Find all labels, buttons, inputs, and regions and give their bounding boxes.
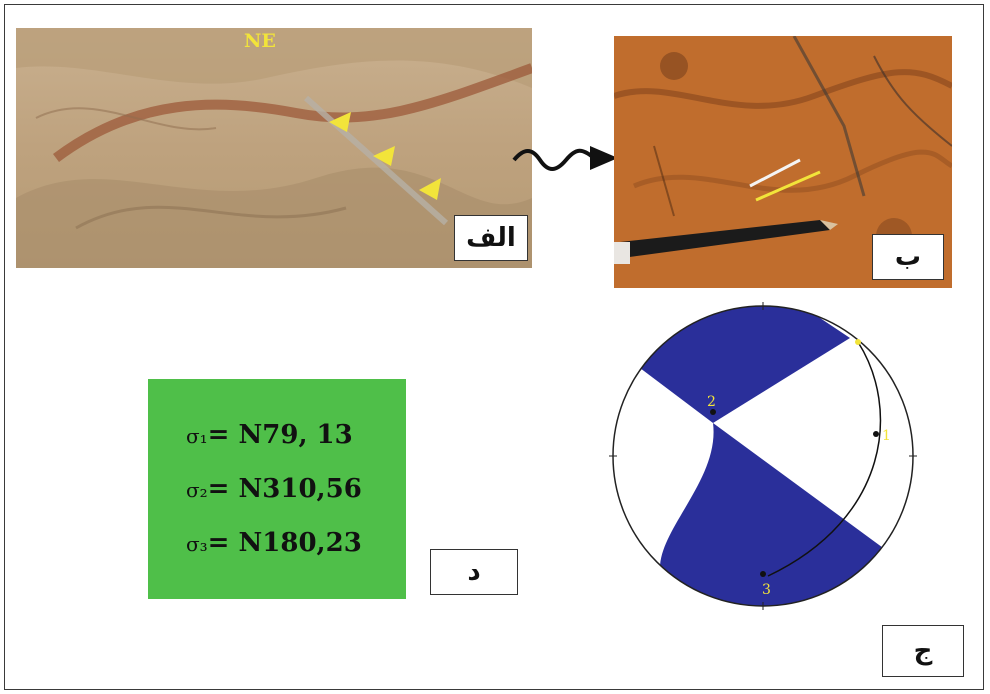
sigma-1-value: = N79, 13 (207, 420, 353, 450)
sigma-1-line: σ₁= N79, 13 (186, 420, 406, 450)
arrow-marker-3 (419, 178, 441, 200)
marker-arrows (329, 112, 441, 200)
arrow-marker-1 (329, 112, 351, 132)
sigma-3-symbol: σ₃ (186, 532, 208, 556)
panel-a-photo (16, 28, 532, 268)
transition-arrow-icon (512, 146, 618, 171)
sigma-1-symbol: σ₁ (186, 424, 208, 448)
sigma-3-value: = N180,23 (207, 528, 362, 558)
ne-label: NE (244, 30, 276, 52)
sigma-2-value: = N310,56 (207, 474, 362, 504)
sigma-2-line: σ₂= N310,56 (186, 474, 406, 504)
sigma-3-line: σ₃= N180,23 (186, 528, 406, 558)
panel-a-label: الف (454, 215, 528, 261)
stereonet-label-3: 3 (762, 582, 771, 598)
beachball-upper-quadrant (640, 306, 850, 423)
stress-values-box: σ₁= N79, 13 σ₂= N310,56 σ₃= N180,23 (148, 379, 406, 599)
sigma-2-symbol: σ₂ (186, 478, 208, 502)
arrow-marker-2 (373, 146, 395, 166)
panel-d-label: د (430, 549, 518, 595)
stereonet-label-2: 2 (707, 394, 716, 410)
panel-b-label: ب (872, 234, 944, 280)
stereonet-label-1: 1 (882, 428, 891, 444)
beachball-lower-quadrant (660, 423, 900, 606)
stereonet-diagram: 2 1 3 (609, 302, 917, 610)
panel-c-label: ج (882, 625, 964, 677)
